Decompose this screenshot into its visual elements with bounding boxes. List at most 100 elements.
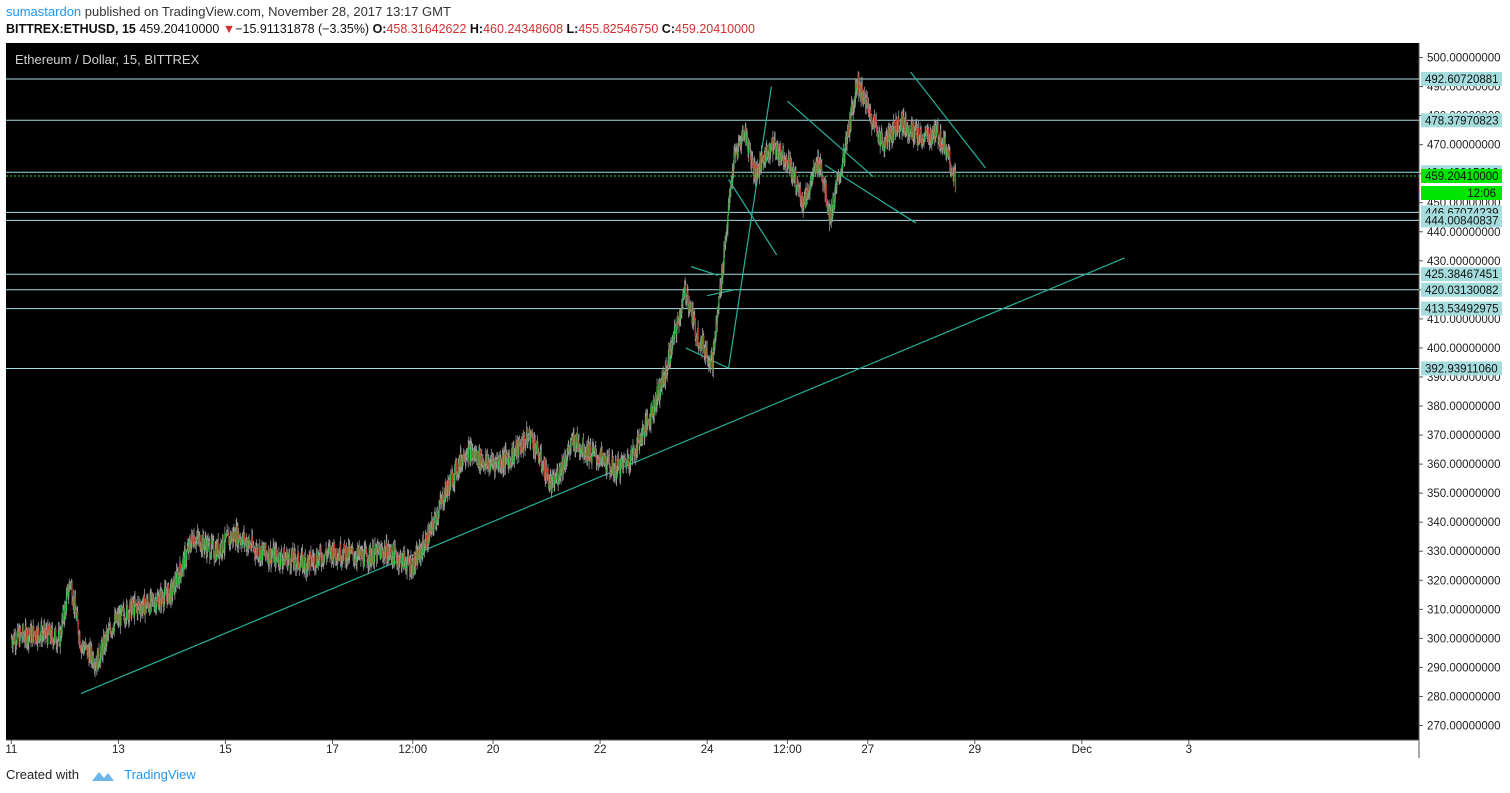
candle-down xyxy=(422,538,424,547)
candle-down xyxy=(898,117,900,130)
candle-down xyxy=(752,165,754,168)
candle-up xyxy=(914,128,916,136)
candle-down xyxy=(319,546,322,552)
candle-up xyxy=(140,607,142,615)
candle-up xyxy=(81,646,83,648)
candle-up xyxy=(650,405,652,425)
candle-up xyxy=(185,560,187,564)
candle-down xyxy=(407,553,409,557)
candle-down xyxy=(257,549,259,560)
candle-down xyxy=(184,549,186,551)
candle-down xyxy=(511,449,513,464)
candle-down xyxy=(330,546,332,552)
candle-up xyxy=(437,516,440,518)
candle-down xyxy=(922,135,924,144)
candle-down xyxy=(126,603,128,606)
candle-up xyxy=(30,630,33,642)
level-label: 492.60720881 xyxy=(1425,74,1499,86)
candle-up xyxy=(32,626,34,643)
candle-up xyxy=(655,407,658,408)
candle-down xyxy=(397,556,400,568)
candle-up xyxy=(181,569,183,573)
candle-up xyxy=(60,635,62,637)
candle-down xyxy=(533,438,536,443)
candle-up xyxy=(629,465,631,467)
candle-down xyxy=(628,457,630,469)
candle-down xyxy=(365,548,368,557)
candle-up xyxy=(442,505,445,507)
author-link[interactable]: sumastardon xyxy=(6,4,82,19)
candle-down xyxy=(222,535,224,551)
candle-up xyxy=(356,554,358,564)
candle-up xyxy=(632,446,634,454)
candle-up xyxy=(673,325,676,339)
candle-up xyxy=(639,439,641,446)
candle-up xyxy=(431,519,433,532)
candle-down xyxy=(243,533,246,544)
x-tick-label: 13 xyxy=(112,744,125,756)
candle-up xyxy=(346,559,348,564)
candle-up xyxy=(207,541,209,552)
candle-down xyxy=(316,553,318,564)
candle-up xyxy=(722,267,724,275)
candle-up xyxy=(128,612,130,620)
candle-up xyxy=(657,393,659,399)
candle-up xyxy=(777,150,780,160)
candle-down xyxy=(866,97,868,100)
low-label: L: xyxy=(566,22,579,36)
candle-up xyxy=(423,549,426,553)
candle-down xyxy=(157,596,160,609)
candle-up xyxy=(172,591,174,597)
candle-up xyxy=(401,563,403,569)
candle-down xyxy=(578,440,580,452)
trend-line xyxy=(80,257,1125,695)
candle-down xyxy=(784,159,786,162)
candle-down xyxy=(405,562,407,569)
candle-down xyxy=(950,167,952,172)
candle-down xyxy=(608,456,610,465)
candle-down xyxy=(412,560,414,574)
chart-area[interactable]: Ethereum / Dollar, 15, BITTREX 270.000000… xyxy=(5,43,1504,758)
candle-up xyxy=(186,549,188,552)
candle-down xyxy=(941,144,944,148)
candle-down xyxy=(797,181,799,187)
candle-up xyxy=(862,90,864,105)
candle-up xyxy=(196,537,198,539)
candle-down xyxy=(863,90,866,96)
candle-up xyxy=(61,619,63,636)
candle-up xyxy=(808,192,810,194)
candle-up xyxy=(282,561,284,566)
candle-up xyxy=(342,551,345,561)
candle-up xyxy=(593,448,595,452)
candle-up xyxy=(926,130,928,136)
candle-down xyxy=(250,544,252,549)
candle-down xyxy=(123,614,125,622)
candle-down xyxy=(252,545,255,550)
candle-up xyxy=(672,337,674,341)
y-tick-label: 470.00000000 xyxy=(1427,140,1501,152)
candle-up xyxy=(731,171,733,185)
price-chart[interactable]: Ethereum / Dollar, 15, BITTREX 270.000000… xyxy=(5,43,1504,758)
candle-down xyxy=(913,122,915,138)
x-tick-label: 22 xyxy=(594,744,607,756)
candle-up xyxy=(834,187,836,199)
candle-down xyxy=(762,158,764,163)
candle-down xyxy=(38,628,40,636)
candle-up xyxy=(59,629,61,646)
tradingview-brand-link[interactable]: TradingView xyxy=(124,767,196,782)
candle-up xyxy=(504,449,506,467)
candle-up xyxy=(418,544,420,559)
candle-up xyxy=(313,557,315,563)
candle-up xyxy=(373,562,375,565)
candle-up xyxy=(812,176,814,182)
candle-down xyxy=(265,543,267,553)
candle-up xyxy=(410,572,413,575)
candle-down xyxy=(213,541,215,557)
candle-up xyxy=(279,551,282,567)
candle-up xyxy=(536,440,538,453)
y-tick-label: 500.00000000 xyxy=(1427,53,1501,65)
candle-up xyxy=(765,146,767,163)
candle-down xyxy=(584,452,586,456)
candle-down xyxy=(410,558,412,575)
candle-up xyxy=(909,131,912,133)
